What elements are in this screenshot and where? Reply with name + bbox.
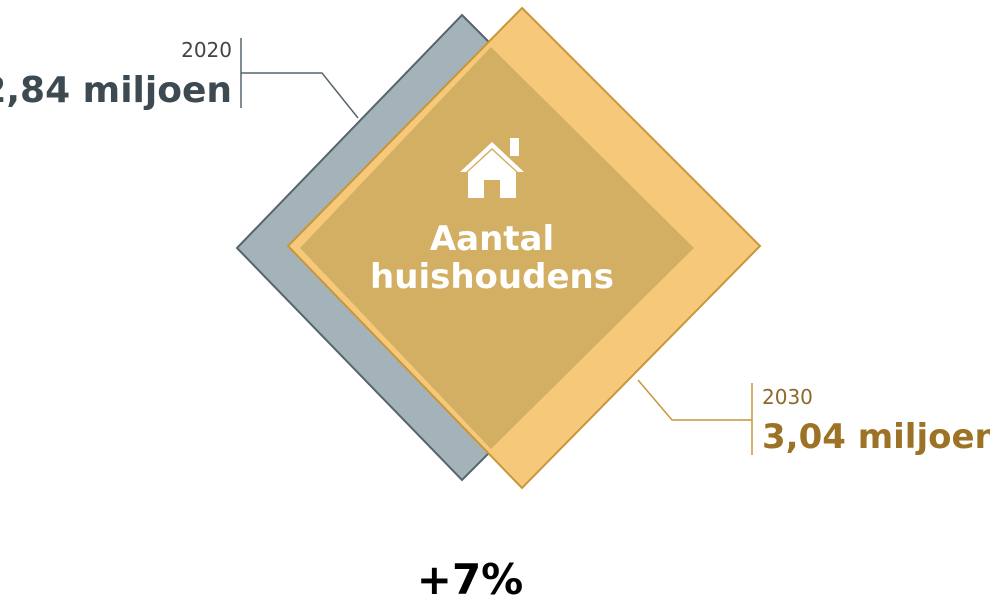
diamond-overlap (300, 47, 694, 449)
leader-2020 (241, 72, 359, 119)
change: +7% (417, 555, 524, 599)
amount-2030: 3,04 miljoen (762, 417, 990, 457)
leader-2030 (637, 379, 752, 421)
year-2020: 2020 (181, 38, 232, 62)
amount-2020: 2,84 miljoen (0, 70, 232, 111)
year-2030: 2030 (762, 385, 813, 409)
house-icon (460, 138, 524, 198)
center-line2: huishoudens (370, 257, 614, 297)
center-line1: Aantal (430, 219, 554, 259)
